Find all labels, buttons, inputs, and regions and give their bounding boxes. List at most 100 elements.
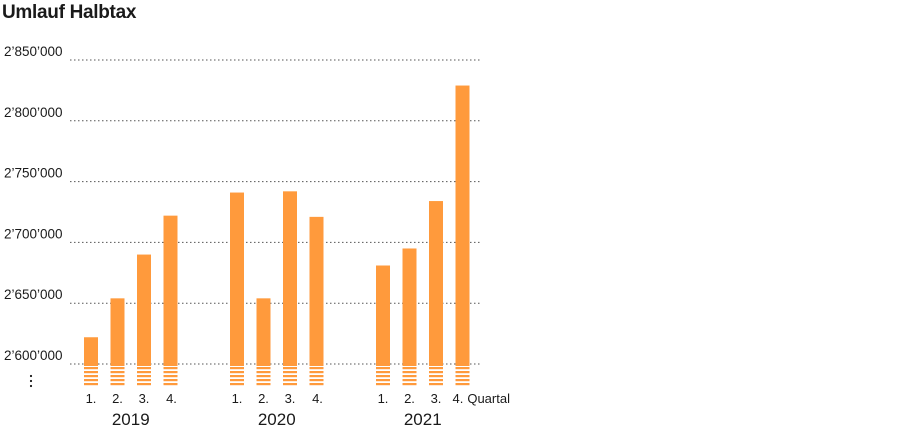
bar-stub-stripe (84, 367, 98, 370)
bar-stub-stripe (402, 375, 417, 378)
bar-stub-stripe (110, 371, 125, 374)
y-axis-tick-labels: 2’850’000 2’800’000 2’750’000 2’700’000 2’65… (4, 44, 63, 363)
bar-stub-stripe (376, 371, 390, 374)
bar-stub-stripe (309, 371, 324, 374)
y-tick-label: 2’750’000 (4, 166, 63, 181)
axis-break-dot (29, 384, 33, 388)
quarter-label: 3. (139, 391, 150, 406)
y-tick-label: 2’650’000 (4, 287, 63, 302)
bar-stub-stripe (309, 383, 324, 386)
bar (110, 298, 125, 366)
year-labels: 2019 2020 2021 (112, 410, 442, 428)
bar (163, 215, 178, 366)
bar (230, 192, 244, 366)
bar-stub-stripe (230, 379, 244, 382)
quarter-label: 4. Quartal (453, 391, 511, 406)
bar (376, 265, 390, 366)
bar-stub-stripe (402, 367, 417, 370)
bar-stub-stripe (283, 367, 297, 370)
bar-stub-stripe (429, 379, 443, 382)
bar-stub-stripe (256, 371, 271, 374)
bar-stub-stripe (110, 375, 125, 378)
year-label: 2021 (404, 410, 442, 428)
bar (455, 85, 470, 366)
bar (84, 337, 98, 366)
bar-stub-stripe (163, 371, 178, 374)
bar-stub-stripe (84, 371, 98, 374)
bar-stub-stripe (283, 371, 297, 374)
bar-stub-stripe (402, 379, 417, 382)
bar-stub-stripe (376, 379, 390, 382)
bar-stub-stripe (110, 367, 125, 370)
year-label: 2019 (112, 410, 150, 428)
bar-stub-stripe (309, 375, 324, 378)
bar-stub-stripe (283, 379, 297, 382)
quarter-label: 2. (404, 391, 415, 406)
bar-stub-stripe (429, 383, 443, 386)
bar-stub-stripe (110, 383, 125, 386)
bar-stub-stripe (402, 383, 417, 386)
bar-stub-stripe (84, 379, 98, 382)
bar-stub-stripe (455, 367, 470, 370)
bar-stub-stripe (163, 375, 178, 378)
bar (429, 201, 443, 366)
bar (137, 254, 151, 366)
y-tick-label: 2’800’000 (4, 105, 63, 120)
quarter-label: 3. (431, 391, 442, 406)
bar-stub-stripe (309, 379, 324, 382)
bar-stub-stripe (455, 383, 470, 386)
bar-stub-stripe (230, 371, 244, 374)
bar-stub-stripe (455, 371, 470, 374)
bar-stub-stripe (429, 371, 443, 374)
quarter-label: 4. (166, 391, 177, 406)
bar-stub-stripe (402, 371, 417, 374)
quarter-label: 2. (112, 391, 123, 406)
bar-stub-stripe (283, 383, 297, 386)
bar (283, 191, 297, 366)
quarter-label: 3. (285, 391, 296, 406)
quarter-label: 1. (232, 391, 243, 406)
quarter-label: 2. (258, 391, 269, 406)
bar-stub-stripe (455, 375, 470, 378)
axis-break-dot (29, 379, 33, 383)
bar-stub-stripe (230, 383, 244, 386)
bar-stub-stripe (84, 383, 98, 386)
bar-stub-stripe (256, 383, 271, 386)
bar (402, 248, 417, 366)
quarter-unit-label: Quartal (467, 391, 510, 406)
bar-stub-stripe (230, 375, 244, 378)
bar-stub-stripe (137, 383, 151, 386)
bar-stub-stripe (163, 383, 178, 386)
quarter-label: 4. (312, 391, 323, 406)
bar-stub-stripe (84, 375, 98, 378)
bar-stub-stripe (137, 367, 151, 370)
axis-break-marker (29, 374, 33, 388)
bar-stub-stripe (137, 371, 151, 374)
bar-stub-stripe (137, 375, 151, 378)
y-tick-label: 2’600’000 (4, 348, 63, 363)
chart-title: Umlauf Halbtax (2, 2, 137, 23)
quarter-label: 1. (86, 391, 97, 406)
gridlines (70, 59, 482, 365)
bar-stub-stripe (163, 379, 178, 382)
bar-stub-stripe (376, 383, 390, 386)
bar-stub-stripe (429, 375, 443, 378)
bar-stub-stripe (230, 367, 244, 370)
bar-stub-stripe (256, 375, 271, 378)
bar-stub-stripe (110, 379, 125, 382)
bar-stub-stripe (309, 367, 324, 370)
bar-stub-stripe (137, 379, 151, 382)
bar-stub-stripe (163, 367, 178, 370)
bar-stub-stripe (429, 367, 443, 370)
bar-stub-stripe (256, 367, 271, 370)
quarter-label: 1. (378, 391, 389, 406)
bar-stub-stripe (376, 375, 390, 378)
bar-stub-stripe (455, 379, 470, 382)
bar (309, 216, 324, 366)
bar (256, 298, 271, 366)
axis-break-dot (29, 374, 33, 378)
bar-stub-stripe (283, 375, 297, 378)
bar-stub-stripe (256, 379, 271, 382)
y-tick-label: 2’700’000 (4, 226, 63, 241)
